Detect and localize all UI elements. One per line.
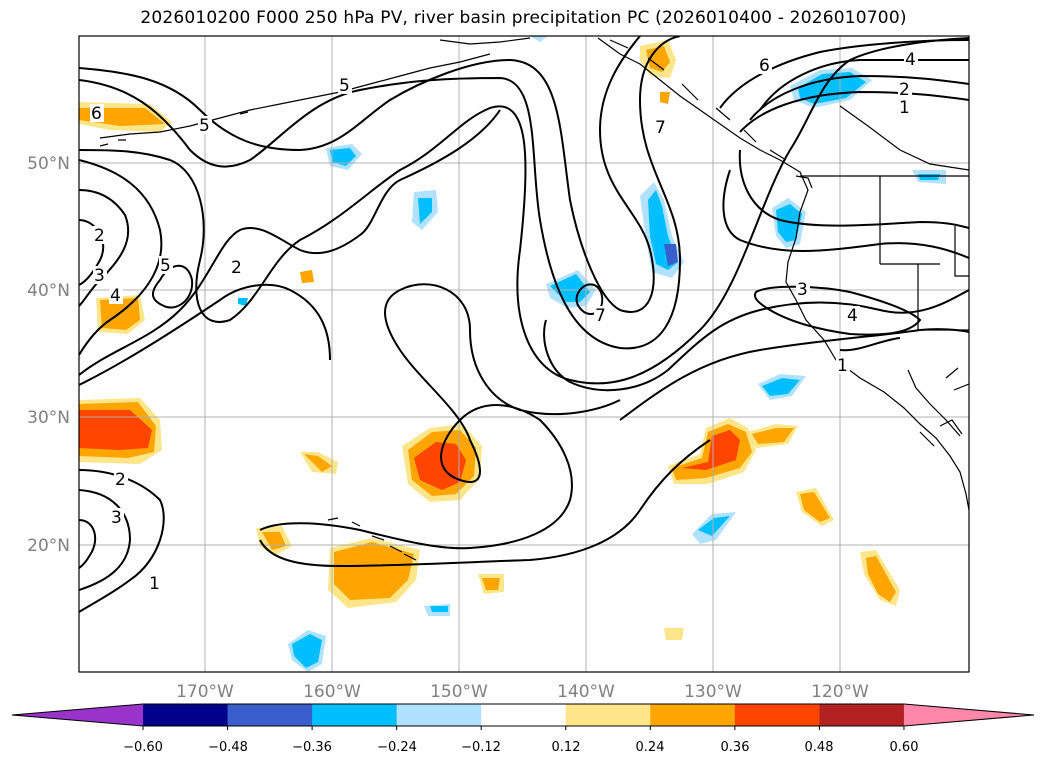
colorbar-tick-label: −0.48	[208, 740, 248, 755]
colorbar-segment	[734, 704, 820, 726]
contour-label: 3	[111, 508, 122, 528]
colorbar	[11, 703, 1035, 730]
contour-label: 2	[115, 470, 126, 490]
colorbar-segment	[819, 704, 905, 726]
contour-label: 5	[160, 256, 171, 276]
precip-shading	[79, 36, 946, 672]
pv-contours	[79, 36, 969, 613]
lon-label: 170°W	[176, 682, 234, 702]
lat-label: 20°N	[27, 536, 70, 556]
colorbar-tick-label: −0.24	[377, 740, 417, 755]
contour-label: 3	[94, 266, 105, 286]
colorbar-segment	[565, 704, 651, 726]
contour-label: 5	[199, 116, 210, 136]
map-title: 2026010200 F000 250 hPa PV, river basin …	[140, 8, 907, 28]
colorbar-tick-label: 0.12	[552, 740, 581, 755]
contour-label: 2	[231, 258, 242, 278]
colorbar-tick-label: 0.48	[805, 740, 834, 755]
coastlines	[99, 37, 969, 561]
colorbar-segment	[227, 704, 313, 726]
lon-label: 160°W	[303, 682, 361, 702]
lat-label: 30°N	[27, 408, 70, 428]
contour-label: 7	[655, 118, 666, 138]
lon-label: 150°W	[430, 682, 488, 702]
longitude-labels: 170°W 160°W 150°W 140°W 130°W 120°W	[176, 682, 869, 702]
colorbar-segment	[650, 704, 736, 726]
colorbar-segment	[312, 704, 398, 726]
contour-label: 4	[905, 50, 916, 70]
colorbar-tick-label: 0.24	[636, 740, 665, 755]
contour-label: 1	[899, 98, 910, 118]
contour-label: 4	[847, 306, 858, 326]
colorbar-segment	[143, 704, 229, 726]
colorbar-tick-label: −0.36	[292, 740, 332, 755]
colorbar-segment	[481, 704, 567, 726]
map-plot-area: 6 5 2 3 4 5 2 5 7 7 6 4 2 1	[79, 36, 969, 672]
colorbar-extend-max	[903, 704, 1034, 726]
contour-labels: 6 5 2 3 4 5 2 5 7 7 6 4 2 1	[90, 50, 918, 594]
contour-label: 5	[339, 76, 350, 96]
lon-label: 140°W	[557, 682, 615, 702]
colorbar-tick-labels: −0.60 −0.48 −0.36 −0.24 −0.12 0.12 0.24 …	[123, 740, 918, 755]
colorbar-segment	[396, 704, 482, 726]
lon-label: 120°W	[811, 682, 869, 702]
contour-label: 1	[837, 356, 848, 376]
colorbar-tick-label: −0.60	[123, 740, 163, 755]
contour-label: 6	[91, 104, 102, 124]
contour-label: 7	[595, 306, 606, 326]
colorbar-tick-label: 0.36	[721, 740, 750, 755]
colorbar-tick-label: −0.12	[461, 740, 501, 755]
plot-frame	[78, 35, 970, 673]
lat-label: 40°N	[27, 281, 70, 301]
colorbar-extend-min	[12, 704, 143, 726]
contour-label: 2	[899, 80, 910, 100]
contour-label: 2	[94, 226, 105, 246]
colorbar-tick-label: 0.60	[890, 740, 919, 755]
contour-label: 3	[797, 280, 808, 300]
contour-label: 4	[110, 286, 121, 306]
lon-label: 130°W	[684, 682, 742, 702]
latitude-labels: 50°N 40°N 30°N 20°N	[27, 154, 70, 556]
lat-label: 50°N	[27, 154, 70, 174]
contour-label: 6	[759, 56, 770, 76]
contour-label: 1	[149, 574, 160, 594]
